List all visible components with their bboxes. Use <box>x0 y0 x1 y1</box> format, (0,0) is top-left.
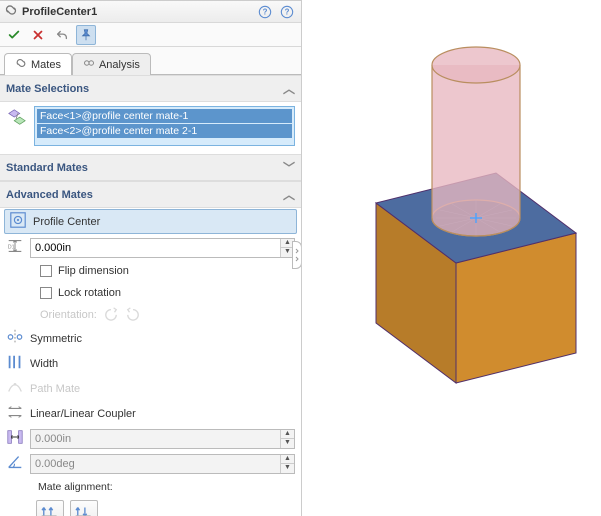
mate-alignment-label-row: Mate alignment: <box>0 476 301 498</box>
selection-item[interactable]: Face<1>@profile center mate-1 <box>37 109 292 123</box>
path-mate-icon <box>6 378 24 399</box>
spinner[interactable]: ▲▼ <box>280 455 294 473</box>
undo-button[interactable] <box>52 25 72 45</box>
selection-list[interactable]: Face<1>@profile center mate-1 Face<2>@pr… <box>34 106 295 146</box>
analysis-icon <box>83 57 95 72</box>
lock-rotation-row: Lock rotation <box>0 282 301 304</box>
tab-label: Analysis <box>99 59 140 71</box>
distance2-input[interactable]: ▲▼ <box>30 429 295 449</box>
section-label: Standard Mates <box>6 162 88 174</box>
graphics-viewport[interactable] <box>302 0 601 516</box>
section-label: Advanced Mates <box>6 189 93 201</box>
chevron-down-icon: ﹀ <box>283 159 295 176</box>
profile-center-icon <box>9 211 27 232</box>
mate-profile-center[interactable]: Profile Center <box>4 209 297 234</box>
angle-input[interactable]: ▲▼ <box>30 454 295 474</box>
feature-icon <box>4 3 18 20</box>
linear-coupler-icon <box>6 403 24 424</box>
tab-label: Mates <box>31 59 61 71</box>
model-view <box>302 0 601 516</box>
svg-text:?: ? <box>285 7 290 16</box>
mate-width[interactable]: Width <box>0 351 301 376</box>
distance2-value[interactable] <box>31 433 280 445</box>
mate-label: Profile Center <box>33 216 100 228</box>
angle-limit-icon <box>6 453 24 474</box>
mate-label: Width <box>30 358 58 370</box>
mate-label: Path Mate <box>30 383 80 395</box>
symmetric-icon <box>6 328 24 349</box>
cylinder-top <box>432 47 520 83</box>
width-icon <box>6 353 24 374</box>
distance2-row: ▲▼ <box>0 426 301 451</box>
mate-symmetric[interactable]: Symmetric <box>0 326 301 351</box>
spin-up[interactable]: ▲ <box>281 430 294 439</box>
panel-resize-handle[interactable] <box>292 241 302 269</box>
mate-label: Symmetric <box>30 333 82 345</box>
orientation-row: Orientation: <box>0 304 301 326</box>
ok-button[interactable] <box>4 25 24 45</box>
distance-icon: D1 <box>6 237 24 258</box>
flip-dimension-checkbox[interactable] <box>40 265 52 277</box>
clip-icon <box>15 57 27 72</box>
tab-mates[interactable]: Mates <box>4 53 72 75</box>
svg-text:D1: D1 <box>8 245 15 251</box>
cylinder-body <box>432 65 520 236</box>
mate-alignment-label: Mate alignment: <box>38 481 113 493</box>
cancel-button[interactable] <box>28 25 48 45</box>
help-icon[interactable]: ? <box>277 2 297 22</box>
distance-input[interactable]: ▲▼ <box>30 238 295 258</box>
section-advanced-mates[interactable]: Advanced Mates ︿ <box>0 181 301 208</box>
flip-dimension-row: Flip dimension <box>0 260 301 282</box>
chevron-up-icon: ︿ <box>283 80 295 97</box>
section-mate-selections[interactable]: Mate Selections ︿ <box>0 75 301 102</box>
anti-aligned-button[interactable] <box>70 500 98 516</box>
mate-alignment-buttons <box>0 498 301 516</box>
spin-up[interactable]: ▲ <box>281 455 294 464</box>
mate-selections-body: Face<1>@profile center mate-1 Face<2>@pr… <box>0 102 301 154</box>
panel-help-group: ? ? <box>255 2 297 22</box>
rotate-ccw-icon <box>103 307 119 324</box>
distance-limit-icon <box>6 428 24 449</box>
panel-titlebar: ProfileCenter1 ? ? <box>0 1 301 23</box>
distance-row: D1 ▲▼ <box>0 235 301 260</box>
action-bar <box>0 23 301 47</box>
pin-button[interactable] <box>76 25 96 45</box>
mate-label: Linear/Linear Coupler <box>30 408 136 420</box>
section-standard-mates[interactable]: Standard Mates ﹀ <box>0 154 301 181</box>
flip-dimension-label: Flip dimension <box>58 265 129 277</box>
panel-title: ProfileCenter1 <box>22 6 255 18</box>
mate-entities-icon <box>6 108 28 131</box>
lock-rotation-label: Lock rotation <box>58 287 121 299</box>
aligned-button[interactable] <box>36 500 64 516</box>
orientation-label: Orientation: <box>40 309 97 321</box>
tab-analysis[interactable]: Analysis <box>72 53 151 75</box>
svg-text:?: ? <box>263 7 268 16</box>
property-panel: ProfileCenter1 ? ? Mates Analysis Mate S… <box>0 0 302 516</box>
lock-rotation-checkbox[interactable] <box>40 287 52 299</box>
angle-value[interactable] <box>31 458 280 470</box>
selection-item[interactable]: Face<2>@profile center mate 2-1 <box>37 124 292 138</box>
tab-bar: Mates Analysis <box>0 47 301 75</box>
mate-linear-coupler[interactable]: Linear/Linear Coupler <box>0 401 301 426</box>
section-label: Mate Selections <box>6 83 89 95</box>
spin-down[interactable]: ▼ <box>281 439 294 448</box>
angle-row: ▲▼ <box>0 451 301 476</box>
context-help-icon[interactable]: ? <box>255 2 275 22</box>
rotate-cw-icon <box>125 307 141 324</box>
chevron-up-icon: ︿ <box>283 186 295 203</box>
distance-value[interactable] <box>31 242 280 254</box>
spin-down[interactable]: ▼ <box>281 464 294 473</box>
mate-path: Path Mate <box>0 376 301 401</box>
spinner[interactable]: ▲▼ <box>280 430 294 448</box>
